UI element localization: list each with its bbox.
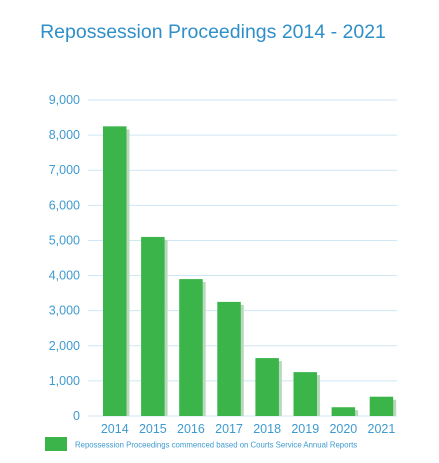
x-tick-label: 2018 [253,422,281,436]
bar [103,126,127,416]
y-tick-label: 3,000 [49,304,80,318]
bar [141,236,165,416]
x-tick-label: 2021 [368,422,396,436]
y-tick-label: 6,000 [49,198,80,212]
y-tick-label: 4,000 [49,269,80,283]
bar [217,301,241,416]
y-tick-label: 9,000 [49,93,80,107]
y-tick-label: 7,000 [49,163,80,177]
bar [255,358,279,416]
y-tick-label: 0 [73,409,80,423]
y-tick-label: 5,000 [49,233,80,247]
x-tick-label: 2019 [291,422,319,436]
x-axis-tick-labels: 2014 2015 2016 2017 2018 2019 2020 2021 [101,422,396,436]
legend-swatch [45,437,67,451]
x-tick-label: 2016 [177,422,205,436]
y-tick-label: 2,000 [49,339,80,353]
legend-label: Repossession Proceedings commenced based… [75,441,357,450]
bars [103,126,397,417]
chart-title: Repossession Proceedings 2014 - 2021 [40,21,386,43]
grid-lines [88,99,397,417]
y-tick-label: 8,000 [49,128,80,142]
x-tick-label: 2017 [215,422,243,436]
bar [293,372,317,416]
y-axis-tick-labels: 0 1,000 2,000 3,000 4,000 5,000 6,000 7,000 8,00… [49,93,80,423]
bar [179,279,203,416]
bar [331,407,356,416]
bar [369,396,394,416]
x-tick-label: 2020 [329,422,357,436]
legend: Repossession Proceedings commenced based… [45,437,357,451]
x-tick-label: 2014 [101,422,129,436]
x-tick-label: 2015 [139,422,167,436]
y-tick-label: 1,000 [49,374,80,388]
